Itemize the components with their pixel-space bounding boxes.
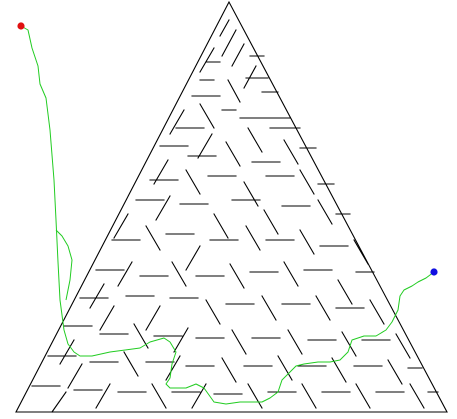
maze-outer-border [15, 0, 448, 413]
solution-path [20, 25, 435, 405]
solution-path-line [20, 25, 435, 405]
start-marker [17, 22, 25, 30]
solution-path-branch [55, 229, 73, 301]
maze-inner-walls [31, 19, 439, 413]
end-marker [430, 268, 438, 276]
maze-walls [15, 0, 448, 413]
